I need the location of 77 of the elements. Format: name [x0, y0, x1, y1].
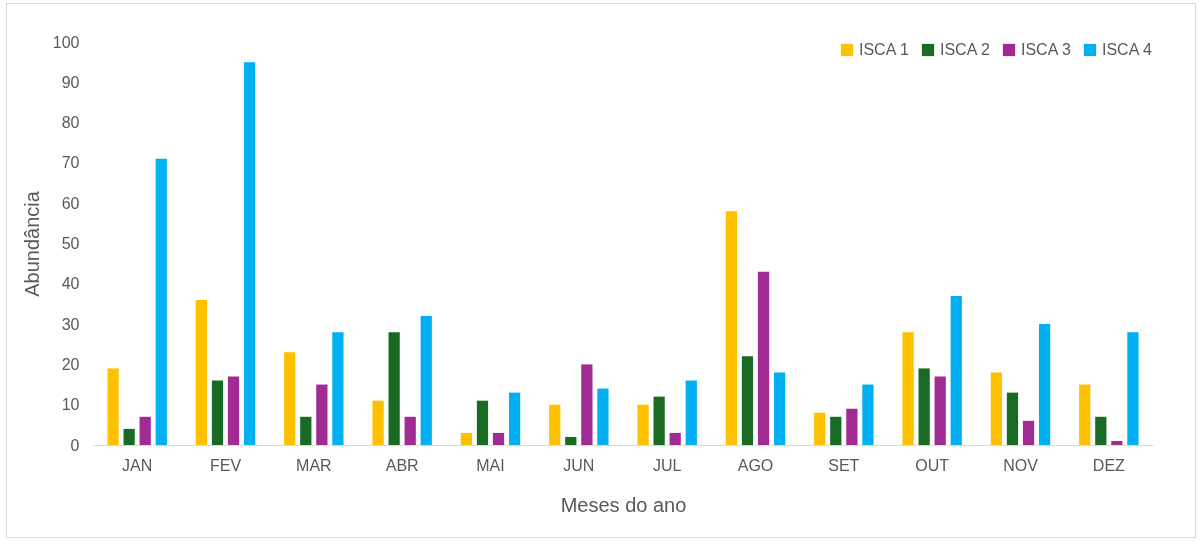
x-tick-label: NOV: [1003, 456, 1039, 474]
bar: [597, 388, 609, 445]
bar: [814, 412, 826, 445]
bar: [581, 364, 593, 445]
bar: [637, 404, 649, 445]
bar: [492, 432, 505, 445]
legend-label: ISCA 4: [1102, 41, 1152, 58]
y-tick-label: 50: [61, 235, 80, 252]
bar: [934, 376, 946, 445]
bar: [404, 416, 416, 445]
bar: [388, 332, 400, 445]
y-tick-label: 80: [61, 114, 80, 132]
bar: [1022, 420, 1035, 445]
bar: [508, 392, 521, 445]
x-tick-label: JUN: [563, 456, 595, 474]
bar: [1095, 416, 1107, 445]
bar: [332, 332, 344, 445]
x-tick-label: SET: [828, 456, 860, 474]
y-tick-label: 30: [61, 315, 80, 333]
bar: [830, 416, 842, 445]
bar: [950, 295, 962, 445]
bar: [372, 400, 384, 445]
bar: [107, 368, 119, 445]
bar: [669, 432, 681, 445]
x-tick-label: JAN: [122, 456, 153, 474]
bar: [846, 408, 858, 445]
bar: [420, 316, 432, 445]
x-tick-label: MAR: [296, 456, 332, 474]
x-tick-label: FEV: [209, 456, 242, 474]
bar: [902, 332, 914, 445]
bar: [316, 384, 328, 445]
bar: [741, 356, 754, 445]
bar: [155, 158, 167, 445]
x-tick-label: AGO: [737, 456, 774, 474]
x-tick-label: JUL: [652, 456, 682, 474]
bar: [549, 404, 561, 445]
bar: [123, 428, 135, 445]
bar: [227, 376, 240, 445]
bar: [139, 416, 151, 445]
bar: [757, 271, 770, 445]
bar: [195, 299, 208, 445]
bar: [243, 62, 256, 445]
x-tick-label: MAI: [476, 456, 505, 474]
bar: [725, 211, 738, 445]
bar: [918, 368, 930, 445]
bar: [1079, 384, 1091, 445]
x-tick-label: DEZ: [1092, 456, 1126, 474]
bar: [460, 432, 473, 445]
bar: [1038, 324, 1051, 445]
y-tick-label: 60: [61, 194, 80, 212]
bar: [773, 372, 786, 445]
bar: [1006, 392, 1019, 445]
y-tick-label: 20: [61, 355, 80, 373]
bar: [862, 384, 874, 445]
x-tick-label: ABR: [385, 456, 419, 474]
legend-label: ISCA 2: [940, 41, 990, 58]
bar: [284, 352, 296, 445]
bar: [565, 436, 577, 445]
bar: [990, 372, 1003, 445]
y-tick-label: 40: [61, 275, 80, 293]
legend-label: ISCA 3: [1021, 41, 1071, 58]
y-tick-label: 0: [70, 436, 80, 454]
bar: [1127, 332, 1139, 445]
bar: [211, 380, 224, 445]
x-axis-title: Meses do ano: [560, 493, 687, 516]
y-tick-label: 90: [61, 73, 80, 91]
y-axis-title: Abundância: [20, 190, 43, 297]
y-tick-label: 10: [61, 396, 80, 414]
bar: [300, 416, 312, 445]
bar: [685, 380, 697, 445]
x-tick-label: OUT: [915, 456, 950, 474]
bar: [476, 400, 489, 445]
y-tick-label: 70: [61, 154, 80, 172]
legend-label: ISCA 1: [859, 41, 909, 58]
y-tick-label: 100: [52, 33, 80, 51]
bar: [653, 396, 665, 445]
bar: [1111, 440, 1123, 445]
